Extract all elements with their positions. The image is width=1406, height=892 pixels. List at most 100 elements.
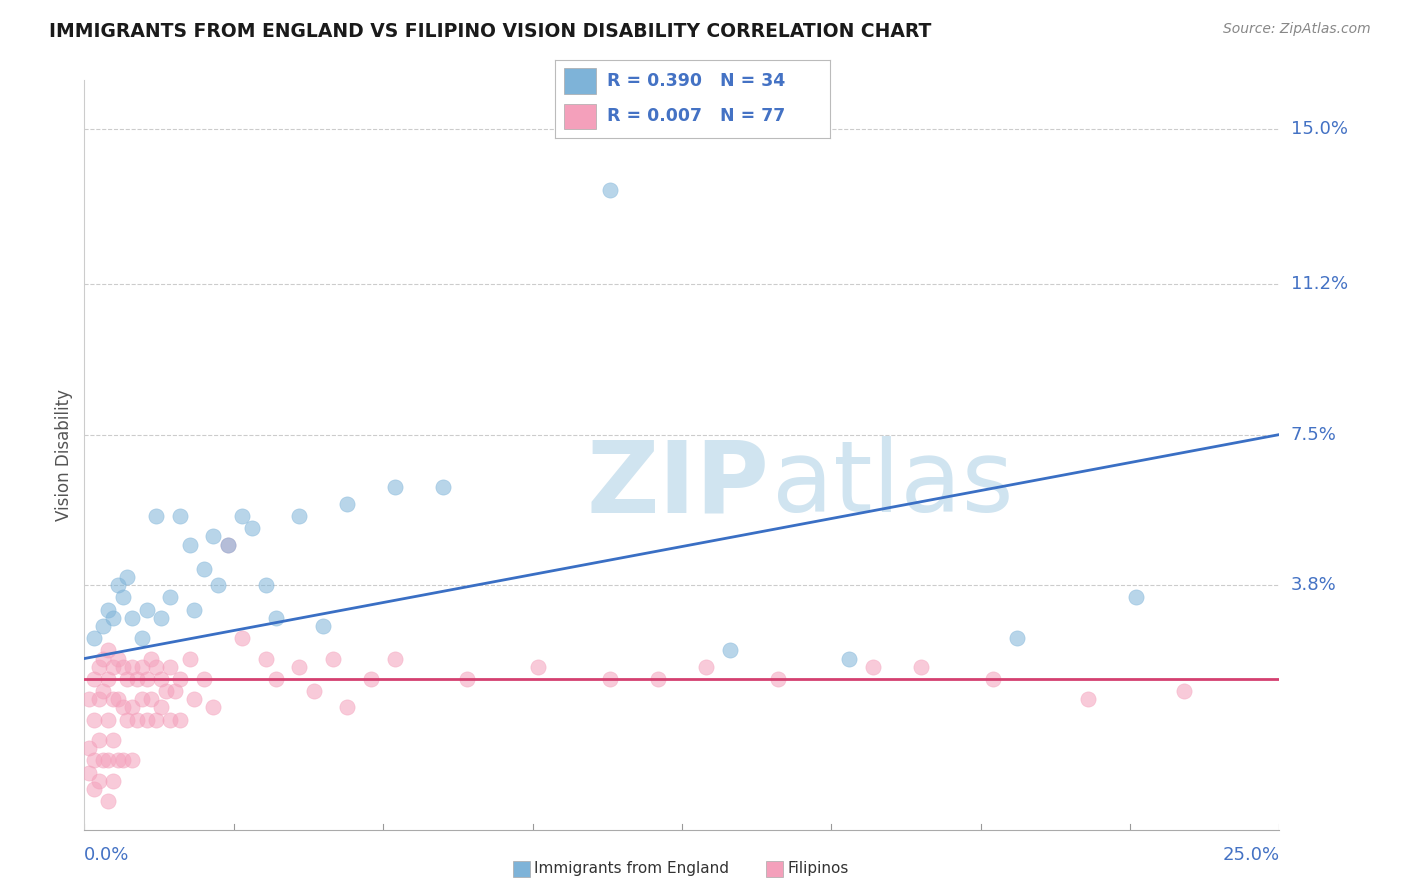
Point xyxy=(87,773,110,788)
Point xyxy=(131,631,153,645)
Text: Immigrants from England: Immigrants from England xyxy=(534,862,730,876)
Point xyxy=(384,481,406,495)
Point xyxy=(254,578,277,592)
Point xyxy=(183,602,205,616)
Point xyxy=(159,659,181,673)
Point xyxy=(159,591,181,605)
Point xyxy=(599,672,621,686)
Point xyxy=(107,692,129,706)
Point xyxy=(141,651,163,665)
Point xyxy=(193,562,215,576)
Point xyxy=(131,692,153,706)
Point xyxy=(322,651,344,665)
Text: ZIP: ZIP xyxy=(586,436,769,533)
Text: 15.0%: 15.0% xyxy=(1291,120,1347,138)
Point xyxy=(217,537,239,551)
Point xyxy=(862,659,884,673)
Point xyxy=(149,700,172,714)
Point xyxy=(77,741,100,756)
Point xyxy=(121,659,143,673)
Point xyxy=(97,672,120,686)
Point xyxy=(117,570,139,584)
Point xyxy=(101,692,124,706)
Point xyxy=(718,643,741,657)
Point xyxy=(87,659,110,673)
Point xyxy=(183,692,205,706)
Point xyxy=(145,659,167,673)
Text: 11.2%: 11.2% xyxy=(1291,275,1348,293)
Point xyxy=(202,700,225,714)
Point xyxy=(360,672,382,686)
Point xyxy=(1077,692,1099,706)
Point xyxy=(432,481,454,495)
Point xyxy=(83,781,105,796)
Point xyxy=(93,651,115,665)
Point xyxy=(111,700,134,714)
Point xyxy=(527,659,550,673)
Point xyxy=(599,183,621,197)
Point xyxy=(193,672,215,686)
Point xyxy=(77,692,100,706)
Point xyxy=(1005,631,1028,645)
Point xyxy=(288,659,311,673)
Point xyxy=(695,659,717,673)
Point xyxy=(384,651,406,665)
Point xyxy=(101,773,124,788)
Point xyxy=(910,659,932,673)
Point xyxy=(87,733,110,747)
Point xyxy=(145,508,167,523)
Point xyxy=(312,619,335,633)
Point xyxy=(117,713,139,727)
Text: R = 0.390   N = 34: R = 0.390 N = 34 xyxy=(607,72,786,90)
Point xyxy=(288,508,311,523)
Text: 3.8%: 3.8% xyxy=(1291,576,1336,594)
Point xyxy=(83,753,105,767)
Point xyxy=(121,700,143,714)
Point xyxy=(766,672,789,686)
Point xyxy=(93,619,115,633)
Point xyxy=(101,611,124,625)
Point xyxy=(121,753,143,767)
Point xyxy=(77,765,100,780)
Point xyxy=(97,602,120,616)
Point xyxy=(135,713,157,727)
Point xyxy=(207,578,229,592)
Point xyxy=(97,643,120,657)
Point xyxy=(981,672,1004,686)
Point xyxy=(97,794,120,808)
Text: R = 0.007   N = 77: R = 0.007 N = 77 xyxy=(607,107,786,125)
Point xyxy=(647,672,669,686)
Point xyxy=(131,659,153,673)
Point xyxy=(97,753,120,767)
Point xyxy=(1173,684,1195,698)
Text: 25.0%: 25.0% xyxy=(1222,846,1279,863)
Point xyxy=(169,508,191,523)
Point xyxy=(165,684,187,698)
Point xyxy=(169,672,191,686)
Point xyxy=(456,672,478,686)
Point xyxy=(217,537,239,551)
Point xyxy=(302,684,325,698)
Point xyxy=(111,659,134,673)
Point xyxy=(101,659,124,673)
Point xyxy=(101,733,124,747)
Point xyxy=(149,672,172,686)
Text: Source: ZipAtlas.com: Source: ZipAtlas.com xyxy=(1223,22,1371,37)
Point xyxy=(254,651,277,665)
Point xyxy=(155,684,177,698)
Point xyxy=(93,684,115,698)
Point xyxy=(83,631,105,645)
Point xyxy=(231,508,253,523)
Text: IMMIGRANTS FROM ENGLAND VS FILIPINO VISION DISABILITY CORRELATION CHART: IMMIGRANTS FROM ENGLAND VS FILIPINO VISI… xyxy=(49,22,932,41)
Point xyxy=(202,529,225,543)
Point xyxy=(107,651,129,665)
Point xyxy=(179,651,201,665)
Point xyxy=(107,578,129,592)
Point xyxy=(83,713,105,727)
Point xyxy=(121,611,143,625)
Point xyxy=(87,692,110,706)
Bar xyxy=(564,69,596,94)
Point xyxy=(111,591,134,605)
Point xyxy=(240,521,263,535)
Text: Filipinos: Filipinos xyxy=(787,862,849,876)
